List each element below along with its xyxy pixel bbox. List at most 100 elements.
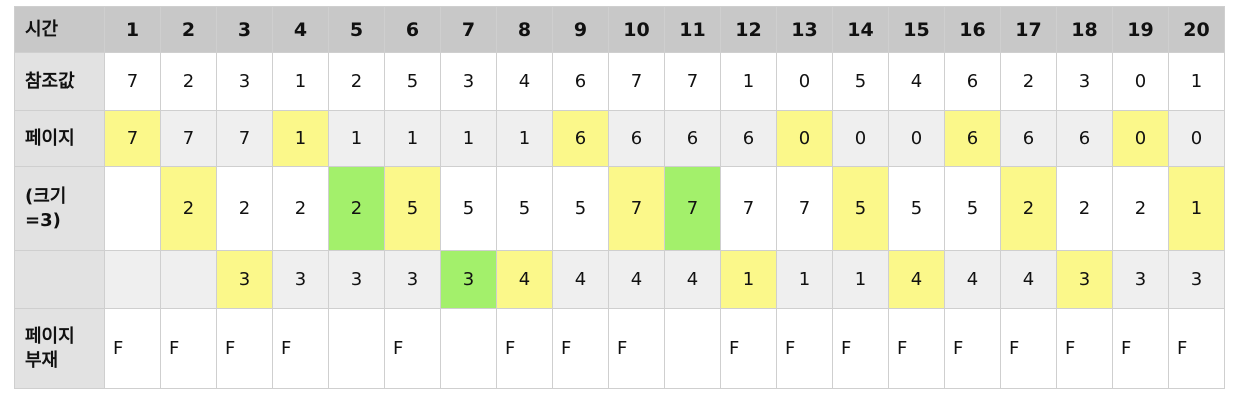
frame-cell: 1 <box>440 110 497 167</box>
reference-cell: 1 <box>272 52 329 111</box>
frame-cell <box>104 250 161 309</box>
frame-cell: 3 <box>272 250 329 309</box>
frame-cell: 3 <box>216 250 273 309</box>
frame-cell: 4 <box>944 250 1001 309</box>
frame-cell <box>104 166 161 251</box>
frames-size-label-line1: (크기 <box>25 186 67 208</box>
frame-cell: 7 <box>160 110 217 167</box>
reference-cell: 3 <box>216 52 273 111</box>
reference-cell: 5 <box>384 52 441 111</box>
frame-cell: 0 <box>832 110 889 167</box>
time-header-cell: 8 <box>496 6 553 53</box>
time-header-cell: 2 <box>160 6 217 53</box>
page-fault-cell: F <box>944 308 1001 389</box>
frame-cell: 2 <box>328 166 385 251</box>
frame-cell: 6 <box>1056 110 1113 167</box>
reference-cell: 1 <box>1168 52 1225 111</box>
frame-cell: 2 <box>272 166 329 251</box>
time-header-cell: 11 <box>664 6 721 53</box>
page-fault-label-line1: 페이지 <box>25 326 75 348</box>
frames-label: 페이지 <box>14 110 105 167</box>
page-fault-cell: F <box>160 308 217 389</box>
frames-size-label: (크기 =3) <box>14 166 105 251</box>
time-header-cell: 16 <box>944 6 1001 53</box>
frame-cell: 6 <box>664 110 721 167</box>
frame-cell: 4 <box>664 250 721 309</box>
time-header-cell: 3 <box>216 6 273 53</box>
page-fault-label-line2: 부재 <box>25 349 59 371</box>
frame-cell: 3 <box>1168 250 1225 309</box>
reference-cell: 3 <box>440 52 497 111</box>
time-header-cell: 13 <box>776 6 833 53</box>
frames-size-label-line2: =3) <box>25 209 61 231</box>
frame-cell: 7 <box>104 110 161 167</box>
frame-cell: 1 <box>1168 166 1225 251</box>
page-fault-cell: F <box>720 308 777 389</box>
reference-cell: 4 <box>888 52 945 111</box>
frame-cell: 5 <box>384 166 441 251</box>
page-fault-cell: F <box>1168 308 1225 389</box>
page-fault-cell: F <box>832 308 889 389</box>
time-header-cell: 10 <box>608 6 665 53</box>
frame-cell: 3 <box>1056 250 1113 309</box>
frame-cell: 3 <box>384 250 441 309</box>
page-fault-cell <box>664 308 721 389</box>
reference-cell: 3 <box>1056 52 1113 111</box>
frame-cell: 0 <box>776 110 833 167</box>
frame-cell: 1 <box>496 110 553 167</box>
page-fault-label: 페이지 부재 <box>14 308 105 389</box>
page-fault-cell <box>328 308 385 389</box>
time-header-cell: 7 <box>440 6 497 53</box>
time-header-cell: 1 <box>104 6 161 53</box>
frame-cell: 6 <box>608 110 665 167</box>
time-header-cell: 6 <box>384 6 441 53</box>
frame-cell: 7 <box>776 166 833 251</box>
page-fault-cell: F <box>1112 308 1169 389</box>
reference-cell: 6 <box>552 52 609 111</box>
frames-empty-label <box>14 250 105 309</box>
reference-cell: 6 <box>944 52 1001 111</box>
page-fault-cell: F <box>608 308 665 389</box>
time-label: 시간 <box>14 6 105 53</box>
frame-cell: 0 <box>1168 110 1225 167</box>
frame-cell: 1 <box>384 110 441 167</box>
page-fault-cell <box>440 308 497 389</box>
frame-cell: 2 <box>1056 166 1113 251</box>
reference-cell: 2 <box>328 52 385 111</box>
frame-cell: 5 <box>944 166 1001 251</box>
time-header-cell: 19 <box>1112 6 1169 53</box>
reference-cell: 0 <box>1112 52 1169 111</box>
fifo-table: 시간 1 2 3 4 5 6 7 8 9 10 11 12 13 14 15 16 17 18 19 20 참조값 7… <box>14 6 1225 389</box>
page-fault-cell: F <box>1056 308 1113 389</box>
reference-cell: 7 <box>104 52 161 111</box>
frame-cell: 4 <box>552 250 609 309</box>
frame-cell: 6 <box>944 110 1001 167</box>
time-header-cell: 9 <box>552 6 609 53</box>
frame-cell: 6 <box>1000 110 1057 167</box>
frame-cell: 6 <box>720 110 777 167</box>
frame-cell: 6 <box>552 110 609 167</box>
frame-cell <box>160 250 217 309</box>
time-header-cell: 12 <box>720 6 777 53</box>
reference-cell: 5 <box>832 52 889 111</box>
frame-cell: 7 <box>608 166 665 251</box>
frame-cell: 3 <box>328 250 385 309</box>
time-header-cell: 5 <box>328 6 385 53</box>
frame-cell: 7 <box>216 110 273 167</box>
frame-cell: 4 <box>888 250 945 309</box>
frame-cell: 2 <box>216 166 273 251</box>
page-fault-cell: F <box>104 308 161 389</box>
reference-cell: 7 <box>608 52 665 111</box>
frame-cell: 4 <box>1000 250 1057 309</box>
frame-cell: 4 <box>608 250 665 309</box>
page-fault-cell: F <box>1000 308 1057 389</box>
time-header-cell: 18 <box>1056 6 1113 53</box>
reference-cell: 7 <box>664 52 721 111</box>
time-header-cell: 20 <box>1168 6 1225 53</box>
frame-cell: 1 <box>272 110 329 167</box>
reference-label: 참조값 <box>14 52 105 111</box>
